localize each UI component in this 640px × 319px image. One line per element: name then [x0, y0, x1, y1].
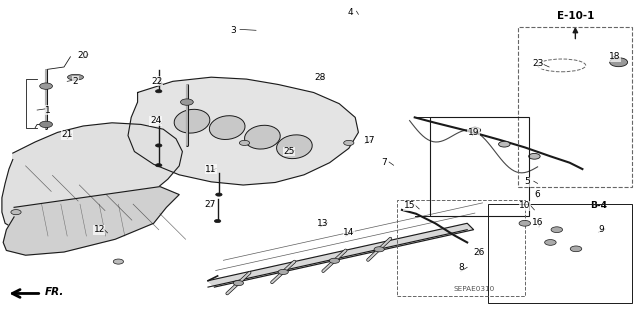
Circle shape: [610, 58, 628, 67]
Polygon shape: [3, 187, 179, 255]
Text: 6: 6: [535, 190, 540, 199]
Text: B-4: B-4: [589, 201, 607, 210]
Circle shape: [40, 83, 52, 89]
Circle shape: [545, 240, 556, 245]
Circle shape: [113, 259, 124, 264]
Circle shape: [551, 227, 563, 233]
Ellipse shape: [174, 109, 210, 133]
Circle shape: [374, 247, 385, 252]
Text: 16: 16: [532, 218, 543, 227]
Text: 7: 7: [381, 158, 387, 167]
Circle shape: [156, 164, 162, 167]
Text: 25: 25: [284, 147, 295, 156]
Circle shape: [40, 121, 52, 128]
Text: 28: 28: [314, 73, 326, 82]
Bar: [488, 204, 632, 303]
Circle shape: [234, 281, 244, 286]
Circle shape: [499, 141, 510, 147]
Ellipse shape: [68, 74, 83, 80]
Text: 11: 11: [205, 165, 217, 174]
Circle shape: [156, 90, 162, 93]
Circle shape: [11, 210, 21, 215]
Text: 24: 24: [150, 116, 161, 125]
Bar: [518, 27, 632, 187]
Text: 26: 26: [473, 248, 484, 256]
Text: 15: 15: [404, 201, 415, 210]
Circle shape: [529, 153, 540, 159]
Bar: [430, 117, 529, 216]
Text: 21: 21: [61, 130, 73, 139]
Text: FR.: FR.: [45, 287, 64, 297]
Polygon shape: [208, 223, 474, 287]
Circle shape: [214, 219, 221, 223]
Circle shape: [156, 144, 162, 147]
Text: 8: 8: [458, 263, 463, 272]
Ellipse shape: [209, 116, 245, 139]
Circle shape: [216, 193, 222, 196]
Polygon shape: [2, 123, 182, 232]
Text: 14: 14: [343, 228, 355, 237]
Circle shape: [278, 269, 288, 274]
Polygon shape: [128, 77, 358, 185]
Ellipse shape: [276, 135, 312, 159]
Circle shape: [570, 246, 582, 252]
Text: 18: 18: [609, 52, 620, 61]
Text: 3: 3: [231, 26, 236, 35]
Text: 23: 23: [532, 59, 543, 68]
Text: 4: 4: [348, 8, 353, 17]
Text: 2: 2: [73, 77, 78, 86]
Text: 1: 1: [45, 106, 51, 115]
Circle shape: [329, 258, 339, 263]
Ellipse shape: [244, 125, 280, 149]
Circle shape: [180, 99, 193, 105]
Circle shape: [519, 220, 531, 226]
Text: 10: 10: [519, 201, 531, 210]
Text: 12: 12: [93, 225, 105, 234]
Text: 13: 13: [317, 219, 329, 228]
Text: 9: 9: [599, 225, 604, 234]
Text: 19: 19: [468, 128, 479, 137]
Text: 5: 5: [525, 177, 530, 186]
Circle shape: [239, 140, 250, 145]
Circle shape: [469, 127, 481, 133]
Circle shape: [344, 140, 354, 145]
Bar: [397, 200, 525, 296]
Text: E-10-1: E-10-1: [557, 11, 594, 21]
Text: 17: 17: [364, 136, 375, 145]
Text: 27: 27: [204, 200, 216, 209]
Text: 22: 22: [151, 77, 163, 86]
Text: 20: 20: [77, 51, 89, 60]
Text: SEPAE0310: SEPAE0310: [453, 286, 494, 292]
